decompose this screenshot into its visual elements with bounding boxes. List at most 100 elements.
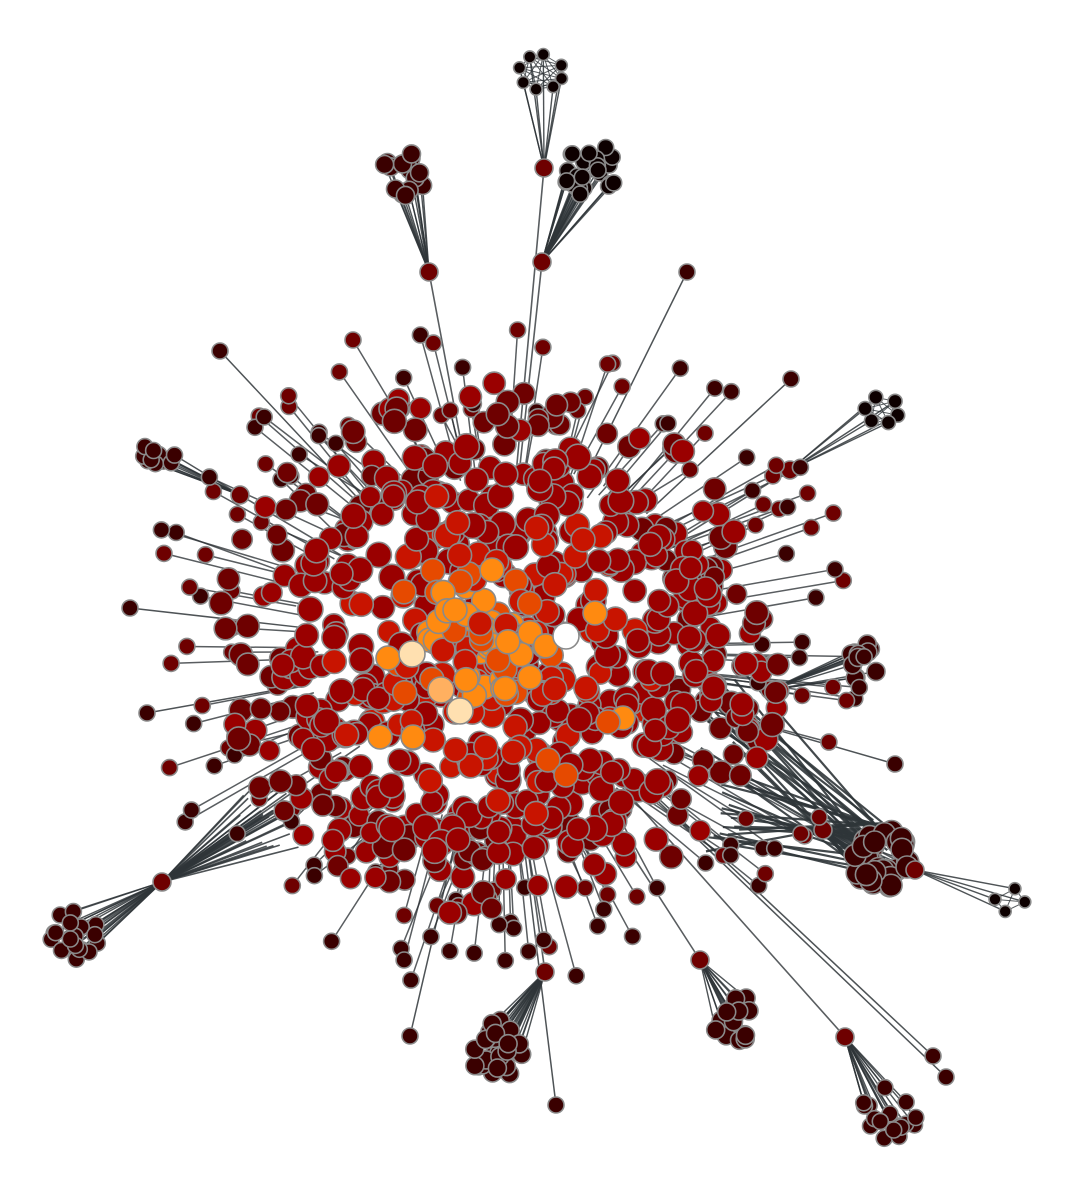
cluster-node xyxy=(554,58,569,73)
leaf-node xyxy=(167,523,185,542)
leaf-node xyxy=(627,887,646,906)
leaf-node xyxy=(782,370,800,388)
core-node xyxy=(421,837,449,865)
leaf-node xyxy=(138,704,156,722)
leaf-node xyxy=(588,917,607,935)
core-node xyxy=(420,790,444,815)
leaf-node xyxy=(440,942,459,960)
leaf-node xyxy=(613,377,632,396)
cluster-hub-node xyxy=(690,950,710,970)
leaf-node xyxy=(211,342,229,360)
leaf-node xyxy=(184,714,203,733)
core-node xyxy=(500,739,527,765)
leaf-node xyxy=(504,919,523,938)
core-node xyxy=(553,762,579,788)
cluster-node xyxy=(867,389,884,406)
core-node xyxy=(378,814,406,843)
hub-white-node xyxy=(552,622,580,650)
leaf-node xyxy=(659,414,677,433)
core-node xyxy=(216,567,241,591)
cluster-node xyxy=(401,144,422,164)
leaf-node xyxy=(279,386,298,405)
cluster-edge xyxy=(542,54,545,169)
cluster-hub-node xyxy=(535,962,555,982)
leaf-node xyxy=(767,456,786,475)
leaf-node xyxy=(737,448,756,467)
cluster-edge xyxy=(789,400,896,471)
core-node xyxy=(296,595,324,623)
leaf-node xyxy=(746,516,765,534)
core-node xyxy=(260,581,283,604)
core-node xyxy=(722,743,745,766)
leaf-node xyxy=(155,544,173,563)
cluster-edge xyxy=(404,195,430,273)
core-node xyxy=(303,537,330,564)
cluster-node xyxy=(906,1108,925,1127)
core-node xyxy=(544,393,569,417)
cluster-node xyxy=(884,1121,903,1139)
bundle-edge xyxy=(161,812,264,883)
cluster-node xyxy=(887,393,903,410)
leaf-node xyxy=(754,495,773,514)
leaf-node xyxy=(290,445,308,464)
core-node xyxy=(231,528,254,551)
core-node xyxy=(292,824,315,847)
leaf-node xyxy=(422,927,440,946)
node-layer xyxy=(42,47,1032,1148)
core-node xyxy=(607,788,635,816)
core-node xyxy=(453,666,479,693)
core-node xyxy=(364,866,387,889)
bundle-edge xyxy=(161,846,299,883)
core-node xyxy=(311,793,335,817)
leaf-node xyxy=(777,544,796,563)
leaf-node xyxy=(180,578,199,597)
core-node xyxy=(708,716,733,741)
cluster-node xyxy=(589,161,607,179)
cluster-edge xyxy=(519,64,562,69)
core-node xyxy=(622,578,648,604)
core-node xyxy=(582,852,606,877)
cluster-node xyxy=(854,1094,873,1112)
core-node xyxy=(595,422,619,445)
core-node xyxy=(763,680,788,705)
core-node xyxy=(628,426,651,450)
leaf-node xyxy=(344,331,362,349)
cluster-node xyxy=(998,904,1013,919)
core-node xyxy=(604,467,631,494)
cluster-hub-node xyxy=(532,252,552,272)
bundle-edge xyxy=(161,794,245,883)
pendant-edge xyxy=(263,416,369,498)
core-node xyxy=(527,468,553,494)
leaf-node xyxy=(205,756,224,775)
core-node xyxy=(637,531,664,558)
cluster-edge xyxy=(73,881,163,913)
core-node xyxy=(367,724,393,750)
leaf-node xyxy=(598,885,617,904)
leaf-node xyxy=(737,809,755,828)
leaf-node xyxy=(696,854,715,872)
core-node xyxy=(329,561,354,586)
cluster-node xyxy=(854,862,879,887)
leaf-node xyxy=(792,824,810,843)
leaf-node xyxy=(826,560,844,579)
core-node xyxy=(669,438,696,464)
core-node xyxy=(324,759,349,784)
cluster-node xyxy=(395,185,416,206)
cluster-node xyxy=(557,172,576,190)
leaf-node xyxy=(793,686,811,705)
leaf-node xyxy=(802,518,821,537)
leaf-node xyxy=(255,408,274,426)
cluster-node xyxy=(862,830,887,854)
cluster-edge xyxy=(543,86,554,169)
pendant-edge xyxy=(254,426,361,513)
core-node xyxy=(458,752,484,779)
core-node xyxy=(348,591,375,618)
leaf-node xyxy=(196,545,215,564)
leaf-node xyxy=(886,755,904,773)
bundle-edge xyxy=(161,818,299,883)
core-node xyxy=(658,844,684,870)
leaf-node xyxy=(160,758,179,777)
hub-pale-1-node xyxy=(398,640,426,668)
core-node xyxy=(370,502,395,527)
